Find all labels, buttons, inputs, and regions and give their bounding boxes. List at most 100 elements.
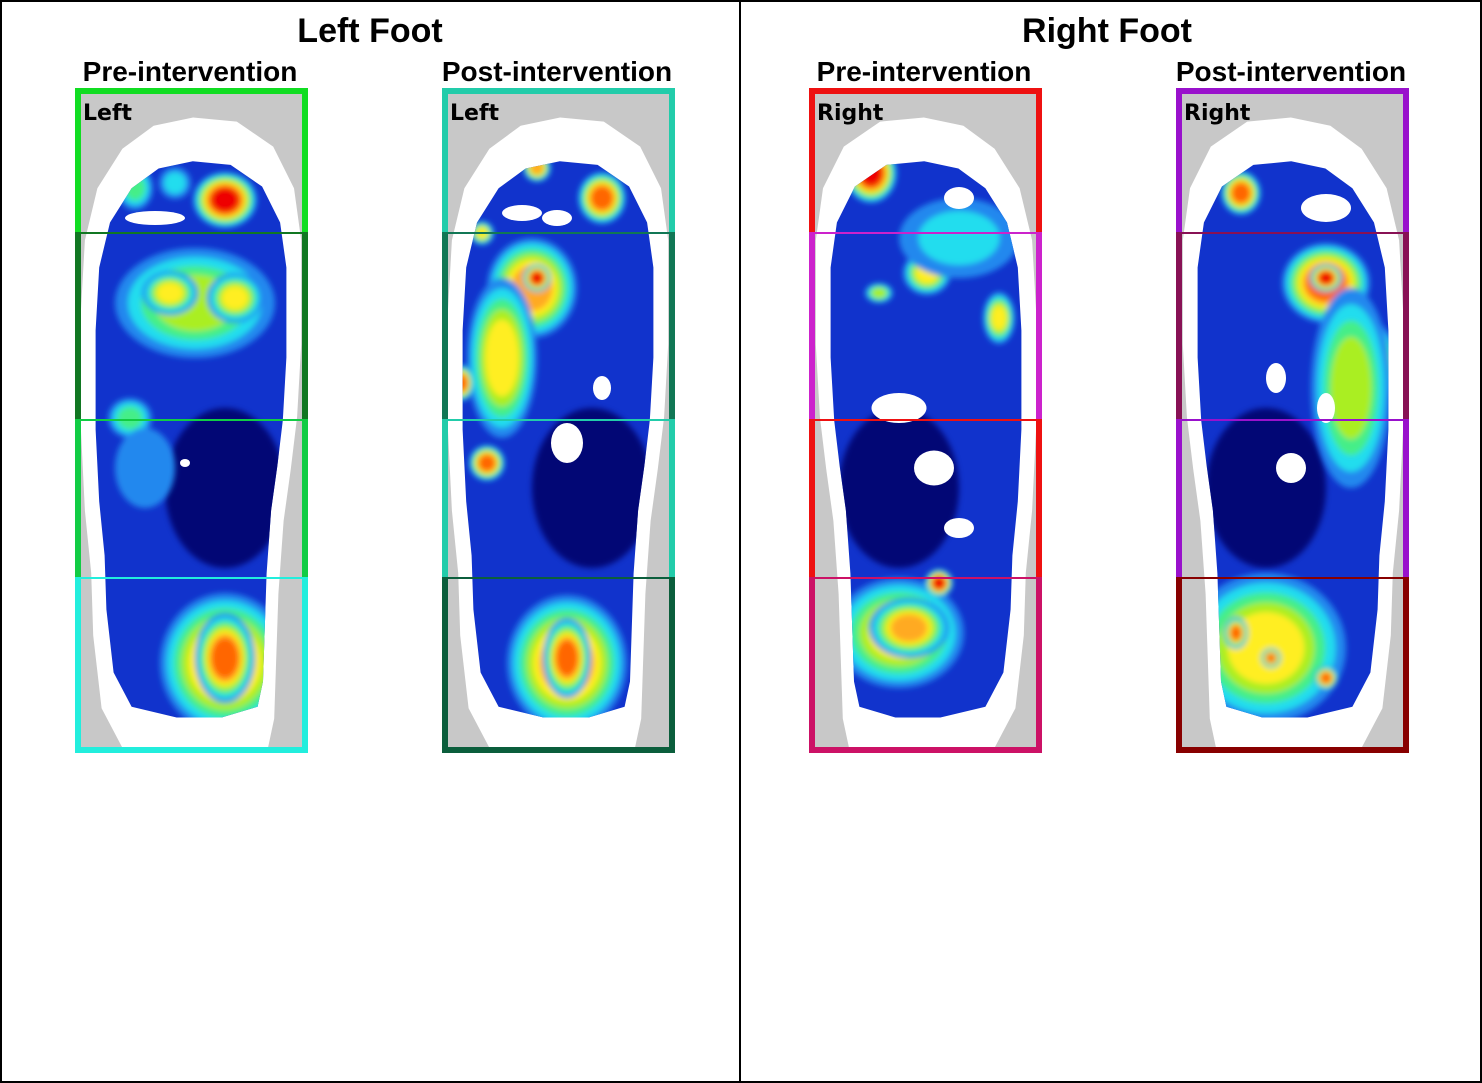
zone-divider-line <box>442 419 675 421</box>
zone-divider-line <box>75 577 308 579</box>
pressure-contour <box>211 638 239 678</box>
pressure-contour <box>211 187 239 213</box>
no-contact-void <box>180 459 190 467</box>
low-pressure-zone <box>839 408 959 568</box>
frame-right-edge <box>1036 420 1042 578</box>
zone-divider-line <box>442 577 675 579</box>
zone-divider-line <box>809 419 1042 421</box>
frame-right-edge <box>1403 578 1409 753</box>
pressure-contour <box>117 406 143 430</box>
pressure-region <box>830 161 1022 718</box>
frame-left-edge <box>442 420 448 578</box>
frame-right-edge <box>302 88 308 233</box>
no-contact-void <box>1276 453 1306 483</box>
frame-left-edge <box>75 233 81 420</box>
map-corner-label: Right <box>1184 101 1251 126</box>
pressure-contour <box>1320 672 1332 684</box>
zone-divider-line <box>1176 577 1409 579</box>
frame-right-edge <box>1403 88 1409 233</box>
no-contact-void <box>551 423 583 463</box>
frame-left-edge <box>442 88 448 233</box>
frame-right-edge <box>669 88 675 233</box>
no-contact-void <box>1301 194 1351 222</box>
right-post-map-svg: Right <box>1176 88 1409 753</box>
right-pre-label: Pre-intervention <box>816 56 1032 87</box>
frame-left-edge <box>1176 88 1182 233</box>
frame-right-edge <box>1403 420 1409 578</box>
no-contact-void <box>593 376 611 400</box>
frame-left-edge <box>442 233 448 420</box>
frame-left-edge <box>75 420 81 578</box>
left-post-map-svg: Left <box>442 88 675 753</box>
no-contact-void <box>125 211 185 225</box>
zone-divider-line <box>809 232 1042 234</box>
frame-left-edge <box>809 233 815 420</box>
pressure-contour <box>591 186 613 210</box>
pressure-contour <box>164 172 186 194</box>
no-contact-void <box>502 205 542 221</box>
frame-bottom-edge <box>1176 747 1409 753</box>
frame-left-edge <box>442 578 448 753</box>
no-contact-void <box>542 210 572 226</box>
zone-divider-line <box>809 577 1042 579</box>
frame-right-edge <box>302 420 308 578</box>
left-post-label: Post-intervention <box>441 56 673 87</box>
no-contact-void <box>871 393 927 423</box>
frame-right-edge <box>1036 578 1042 753</box>
pressure-contour <box>530 271 544 285</box>
frame-bottom-edge <box>75 747 308 753</box>
pressure-contour <box>991 305 1007 331</box>
left-pre-label: Pre-intervention <box>82 56 298 87</box>
pressure-contour <box>918 211 1000 265</box>
zone-divider-line <box>1176 419 1409 421</box>
right-post-label: Post-intervention <box>1175 56 1407 87</box>
pressure-contour <box>221 286 249 310</box>
frame-left-edge <box>1176 578 1182 753</box>
frame-left-edge <box>809 420 815 578</box>
no-contact-void <box>914 450 954 486</box>
frame-left-edge <box>809 578 815 753</box>
pressure-region <box>1197 161 1389 718</box>
right-post-pressure-map: Right <box>1176 88 1409 753</box>
right-foot-title: Right Foot <box>1022 12 1192 50</box>
map-corner-label: Left <box>450 101 500 126</box>
frame-right-edge <box>302 578 308 753</box>
frame-top-edge <box>1176 88 1409 94</box>
pressure-contour <box>1230 625 1242 641</box>
left-pre-pressure-map: Left <box>75 88 308 753</box>
zone-divider-line <box>442 232 675 234</box>
pressure-region <box>95 161 287 718</box>
pressure-contour <box>890 614 928 642</box>
left-foot-title: Left Foot <box>297 12 443 50</box>
left-pre-map-svg: Left <box>75 88 308 753</box>
pressure-contour <box>1266 653 1276 663</box>
low-pressure-zone <box>532 408 652 568</box>
right-pre-pressure-map: Right <box>809 88 1042 753</box>
no-contact-void <box>1317 393 1335 423</box>
pressure-contour <box>156 282 184 304</box>
left-post-pressure-map: Left <box>442 88 675 753</box>
zone-divider-line <box>75 419 308 421</box>
low-pressure-zone <box>165 408 285 568</box>
zone-divider-line <box>1176 232 1409 234</box>
low-pressure-zone <box>1206 408 1326 568</box>
pressure-contour <box>1319 271 1333 285</box>
pressure-contour <box>932 576 946 590</box>
right-pre-map-svg: Right <box>809 88 1042 753</box>
pressure-contour <box>462 375 468 391</box>
frame-bottom-edge <box>442 747 675 753</box>
pressure-contour <box>1232 183 1250 203</box>
no-contact-void <box>944 518 974 538</box>
frame-right-edge <box>1403 233 1409 420</box>
pressure-contour <box>871 287 887 299</box>
no-contact-void <box>1266 363 1286 393</box>
frame-left-edge <box>1176 420 1182 578</box>
pressure-contour <box>556 640 578 676</box>
frame-top-edge <box>75 88 308 94</box>
frame-right-edge <box>669 420 675 578</box>
pressure-contour <box>115 428 175 508</box>
frame-left-edge <box>809 88 815 233</box>
no-contact-void <box>944 187 974 209</box>
frame-right-edge <box>1036 233 1042 420</box>
